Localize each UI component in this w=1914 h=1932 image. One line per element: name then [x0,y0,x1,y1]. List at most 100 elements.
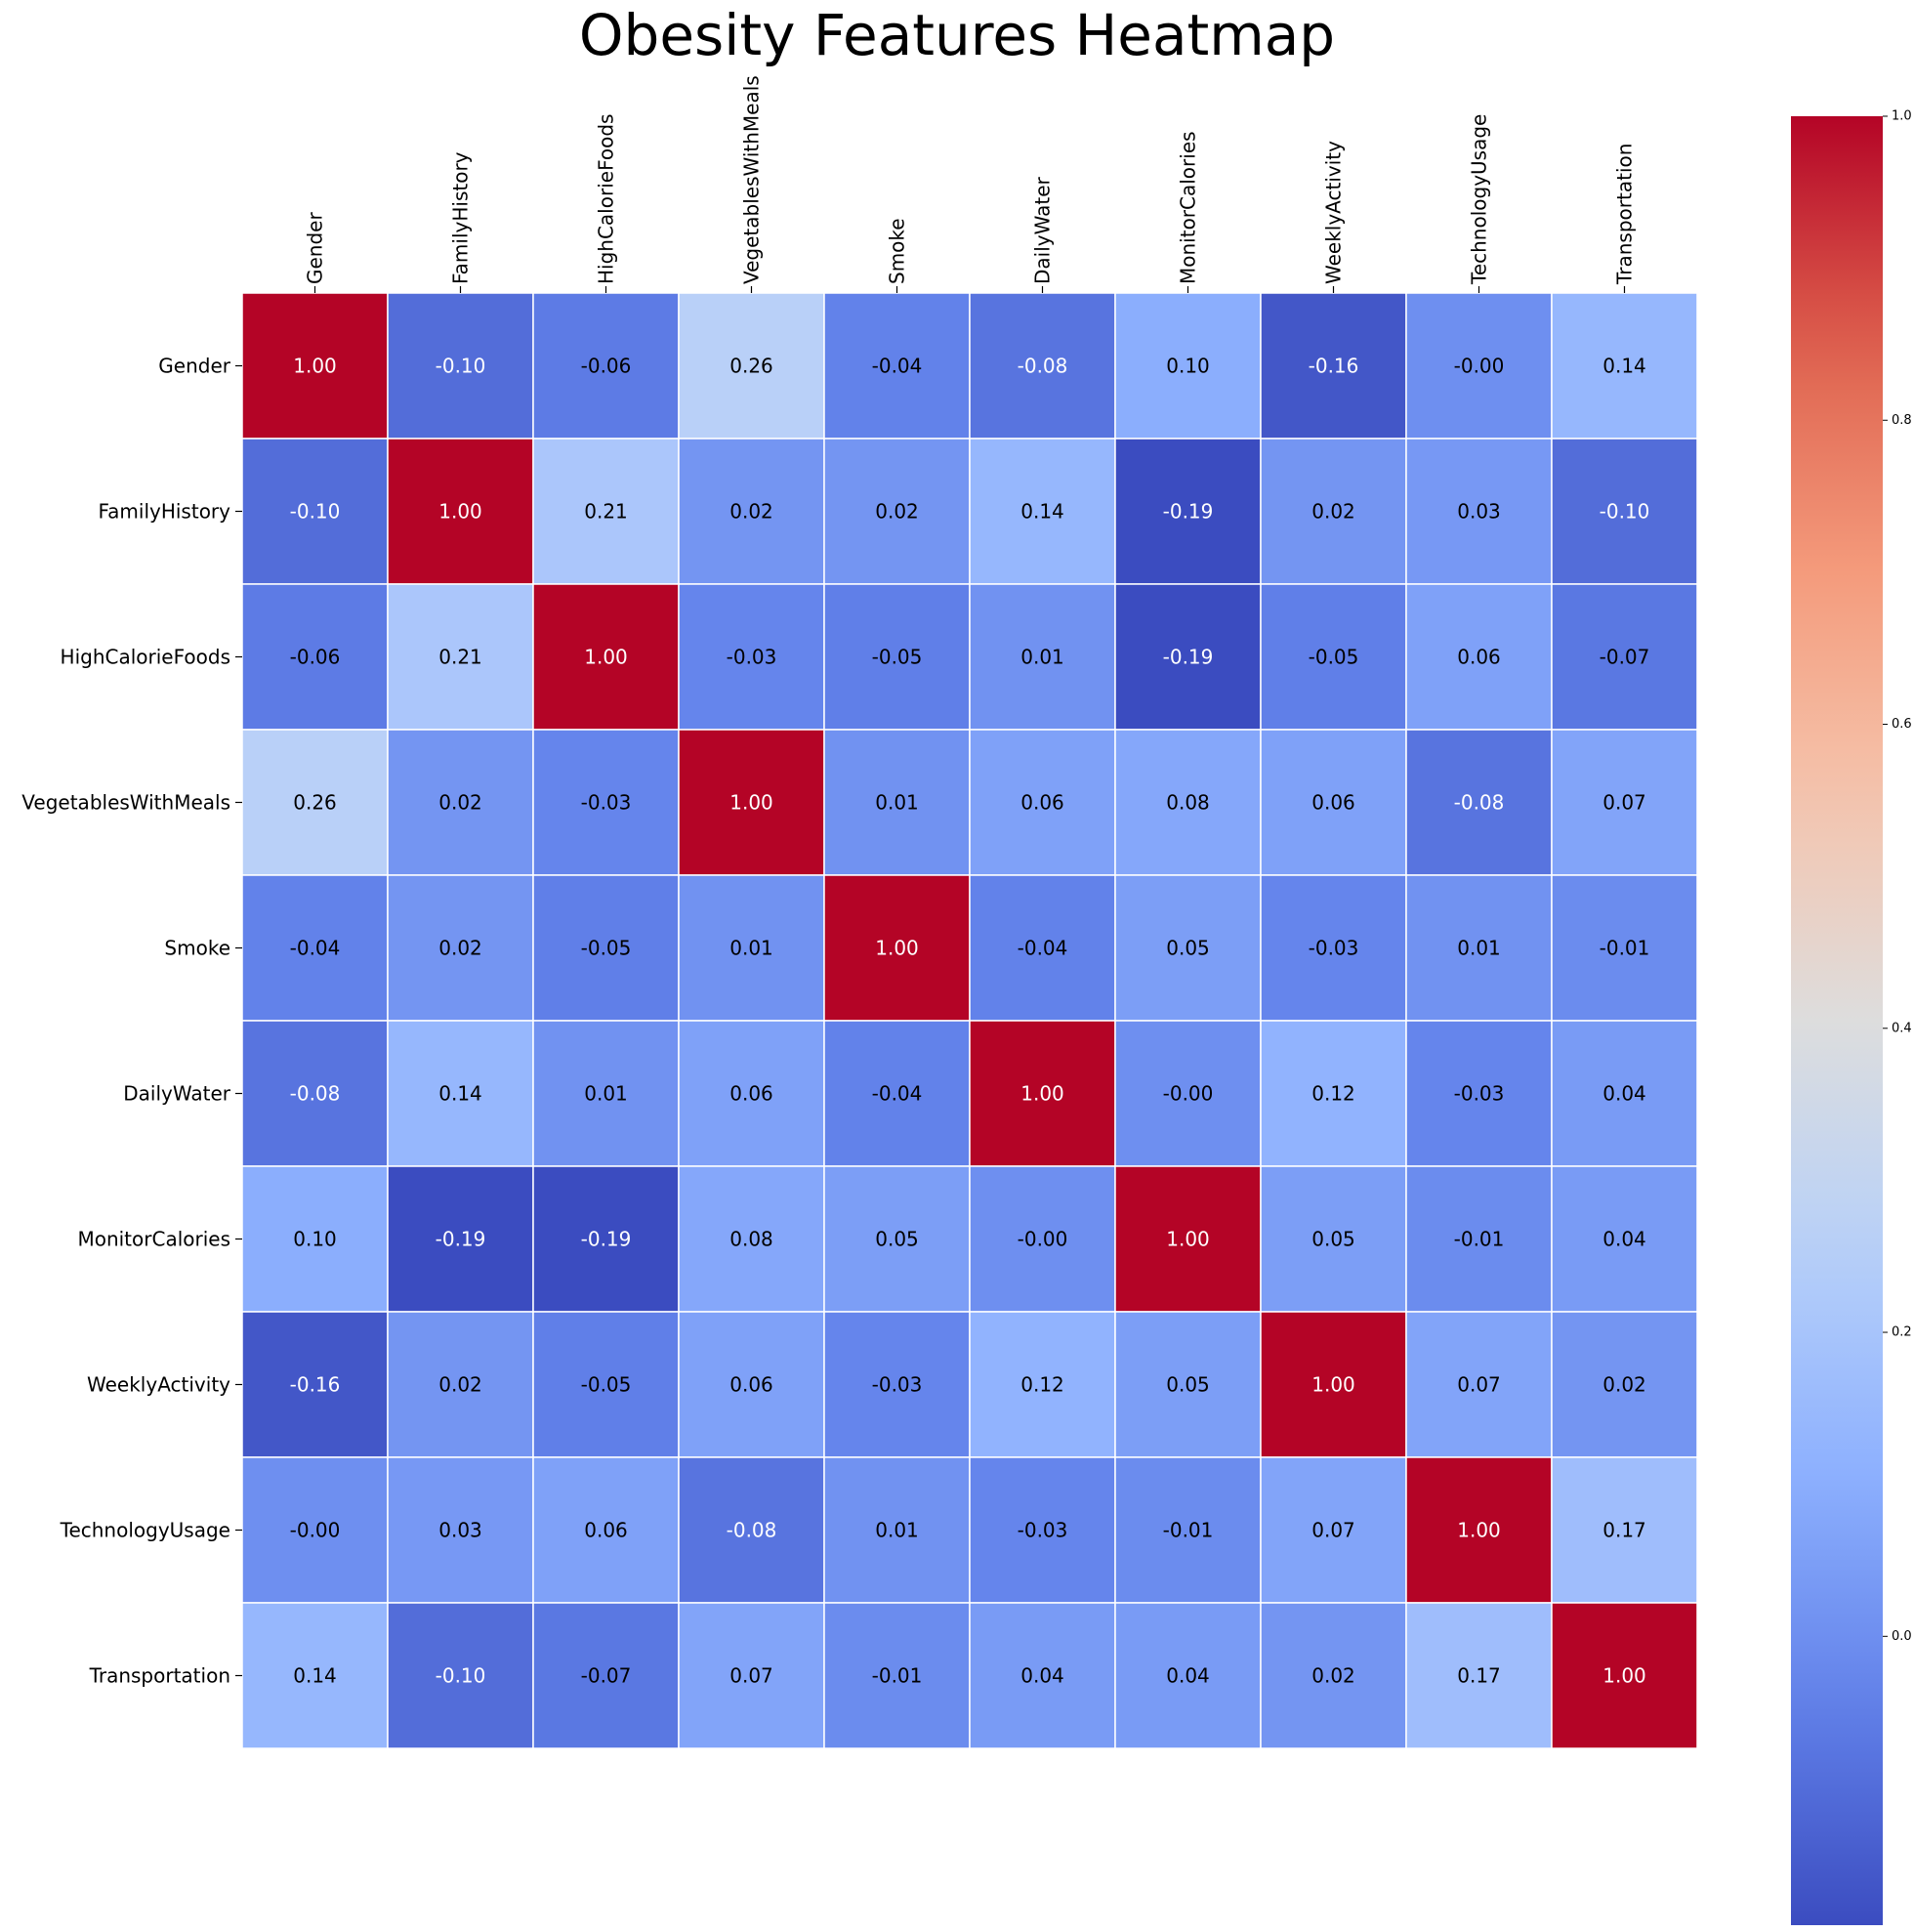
x-tick-label: MonitorCalories [1177,131,1200,284]
heatmap-cell [532,1602,680,1749]
heatmap-cell [1551,1311,1698,1458]
heatmap-cell [1405,729,1553,876]
heatmap-cell [532,583,680,731]
cell-value-label: -0.05 [581,1373,632,1397]
y-tick-label: Transportation [89,1664,230,1688]
x-tick-label: DailyWater [1031,176,1055,284]
cell-value-label: -0.16 [290,1373,341,1397]
heatmap-cell [823,583,971,731]
cell-value-label: 0.05 [1311,1228,1355,1251]
cell-value-label: -0.10 [1600,500,1650,524]
cell-value-label: 0.10 [293,1228,337,1251]
cell-value-label: 0.01 [875,1519,919,1542]
heatmap-cell [387,1602,534,1749]
heatmap-cell [969,583,1116,731]
heatmap-cell [1114,438,1262,585]
heatmap-cell [1260,1020,1407,1167]
cell-value-label: -0.05 [1309,646,1359,669]
cell-value-label: -0.06 [581,355,632,378]
cell-value-label: 0.06 [1457,646,1501,669]
heatmap-cell [1551,1602,1698,1749]
heatmap-cell [823,1020,971,1167]
heatmap-cell [823,1456,971,1604]
y-tick-label: Gender [158,355,230,378]
heatmap-cell [387,438,534,585]
heatmap-cell [387,1020,534,1167]
cell-value-label: -0.01 [1600,937,1650,960]
cell-value-label: -0.16 [1309,355,1359,378]
heatmap-cell [678,1602,825,1749]
cell-value-label: 1.00 [1020,1082,1064,1106]
cell-value-label: -0.06 [290,646,341,669]
cell-value-label: 0.02 [1311,1664,1355,1688]
cell-value-label: -0.00 [1163,1082,1214,1106]
heatmap-cell [387,1456,534,1604]
cell-value-label: 0.01 [584,1082,628,1106]
cell-value-label: -0.08 [1454,791,1505,815]
colorbar-tick-label: 1.0 [1892,109,1912,124]
heatmap-cell [1405,1165,1553,1313]
heatmap-cell [241,292,389,440]
cell-value-label: 0.21 [584,500,628,524]
cell-value-label: 0.05 [875,1228,919,1251]
cell-value-label: -0.03 [727,646,777,669]
heatmap-cell [678,1165,825,1313]
heatmap-cell [969,1602,1116,1749]
heatmap-cell [678,438,825,585]
heatmap-cell [969,874,1116,1022]
cell-value-label: -0.19 [1163,646,1214,669]
heatmap-cell [678,1311,825,1458]
heatmap-cell [532,874,680,1022]
colorbar-tick-label: 0.2 [1892,1325,1912,1340]
x-tick-label: Smoke [886,218,909,284]
heatmap-cell [532,1165,680,1313]
cell-value-label: -0.03 [581,791,632,815]
cell-value-label: 0.04 [1602,1082,1646,1106]
cell-value-label: 0.02 [438,937,482,960]
heatmap-cell [1114,1165,1262,1313]
heatmap-cell [1260,1165,1407,1313]
cell-value-label: 0.06 [729,1373,773,1397]
x-tick-label: TechnologyUsage [1468,114,1491,285]
cell-value-label: -0.10 [290,500,341,524]
heatmap-cell [823,1165,971,1313]
heatmap-cell [1260,292,1407,440]
heatmap-cell [969,1020,1116,1167]
cell-value-label: -0.03 [1309,937,1359,960]
cell-value-label: -0.10 [436,355,486,378]
cell-value-label: 0.01 [875,791,919,815]
cell-value-label: 0.06 [584,1519,628,1542]
cell-value-label: -0.04 [1018,937,1068,960]
cell-value-label: 0.01 [1457,937,1501,960]
cell-value-label: 0.02 [875,500,919,524]
cell-value-label: 0.14 [293,1664,337,1688]
cell-value-label: 1.00 [1166,1228,1210,1251]
cell-value-label: 0.05 [1166,937,1210,960]
heatmap-cell [1260,1311,1407,1458]
heatmap-cell [1405,1456,1553,1604]
heatmap-cell [532,1020,680,1167]
chart-title: Obesity Features Heatmap [578,2,1336,68]
cell-value-label: -0.01 [1454,1228,1505,1251]
heatmap-cell [387,1165,534,1313]
cell-value-label: 1.00 [1457,1519,1501,1542]
heatmap-cell [1260,1602,1407,1749]
y-tick-label: MonitorCalories [77,1228,230,1251]
cell-value-label: -0.03 [1454,1082,1505,1106]
cell-value-label: -0.10 [436,1664,486,1688]
heatmap-cell [1405,292,1553,440]
cell-value-label: -0.08 [1018,355,1068,378]
heatmap-cell [532,1311,680,1458]
cell-value-label: 1.00 [729,791,773,815]
heatmap-cell [969,729,1116,876]
heatmap-cell [387,583,534,731]
cell-value-label: 0.01 [1020,646,1064,669]
cell-value-label: 0.02 [438,791,482,815]
cell-value-label: 0.14 [1602,355,1646,378]
heatmap-cell [969,1311,1116,1458]
cell-value-label: -0.01 [1163,1519,1214,1542]
cell-value-label: -0.03 [1018,1519,1068,1542]
heatmap-cell [1405,583,1553,731]
heatmap-cell [1551,729,1698,876]
cell-value-label: 1.00 [875,937,919,960]
